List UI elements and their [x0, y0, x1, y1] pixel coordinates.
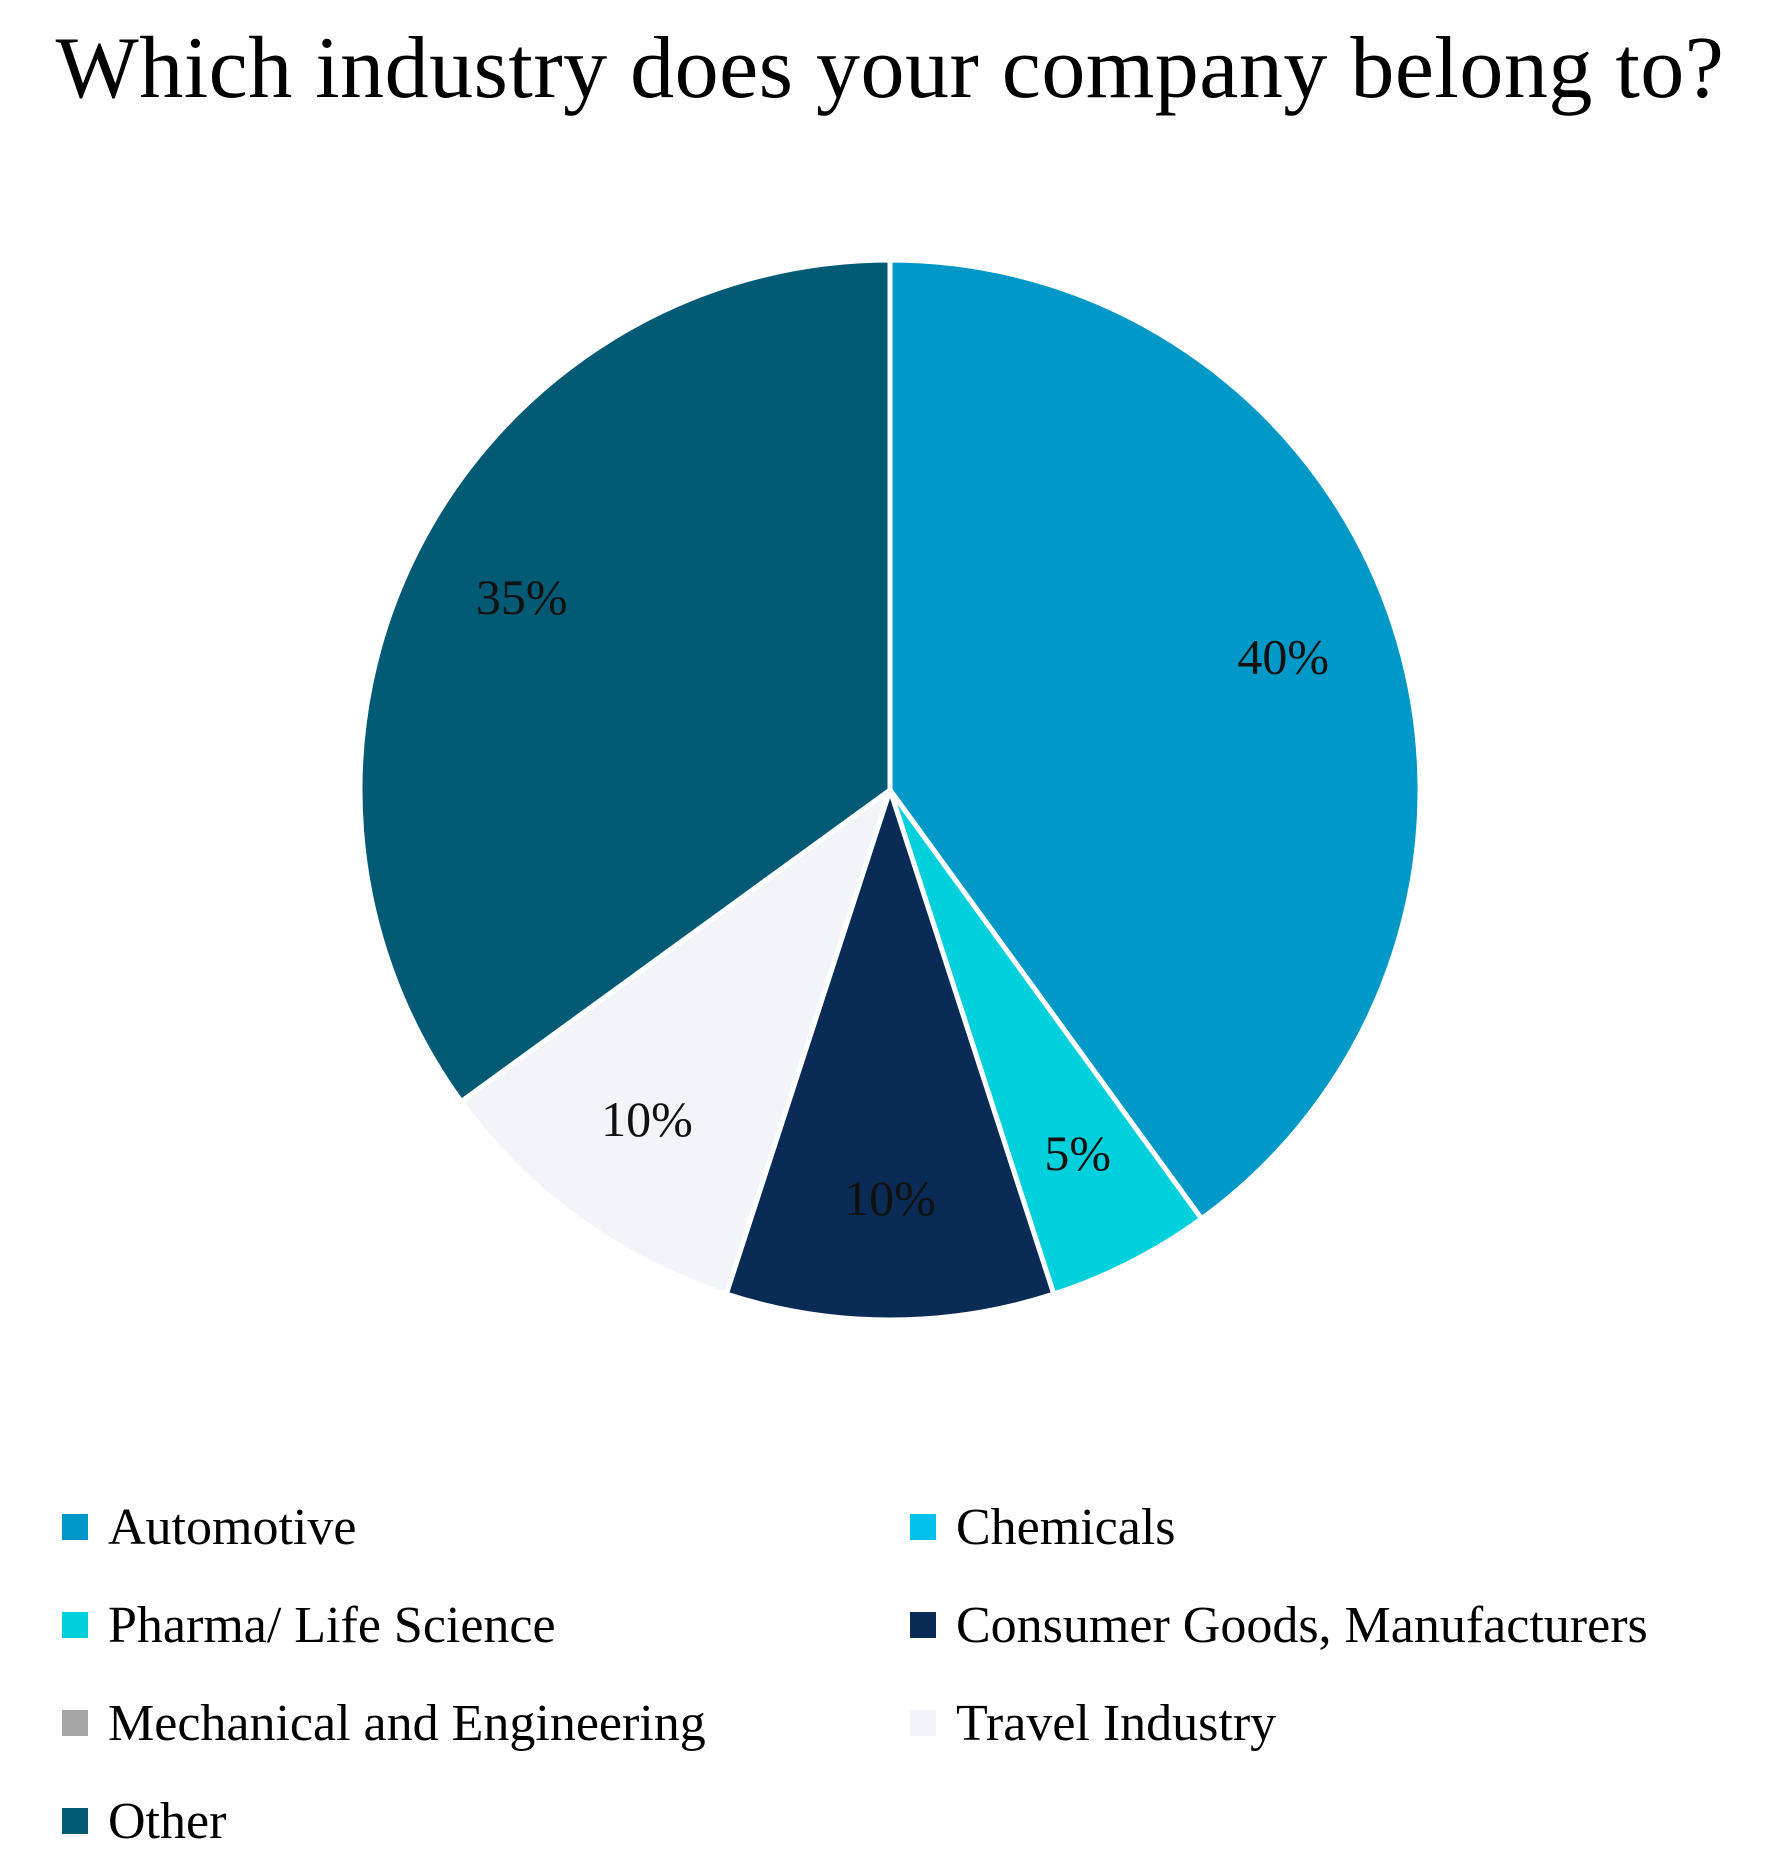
slice-label-automotive: 40% — [1237, 629, 1329, 685]
slice-label-pharma-life-science: 5% — [1044, 1125, 1111, 1181]
slice-label-consumer-goods-manufacturers: 10% — [844, 1170, 936, 1226]
legend-item-mechanical[interactable]: Mechanical and Engineering — [62, 1674, 910, 1772]
legend-swatch-automotive — [62, 1514, 88, 1540]
pie-slice-other[interactable] — [357, 257, 893, 1105]
pie-slice-consumer-goods-manufacturers[interactable] — [723, 787, 1057, 1323]
legend-swatch-mechanical — [62, 1710, 88, 1736]
legend-item-travel[interactable]: Travel Industry — [910, 1674, 1760, 1772]
legend-item-automotive[interactable]: Automotive — [62, 1478, 910, 1576]
legend-label-consumer-goods: Consumer Goods, Manufacturers — [956, 1596, 1648, 1654]
legend-item-pharma[interactable]: Pharma/ Life Science — [62, 1576, 910, 1674]
legend-swatch-chemicals — [910, 1514, 936, 1540]
legend-swatch-other — [62, 1808, 88, 1834]
legend-swatch-travel — [910, 1710, 936, 1736]
legend-item-consumer-goods[interactable]: Consumer Goods, Manufacturers — [910, 1576, 1760, 1674]
legend-label-chemicals: Chemicals — [956, 1498, 1176, 1556]
legend-item-chemicals[interactable]: Chemicals — [910, 1478, 1760, 1576]
legend-label-pharma: Pharma/ Life Science — [108, 1596, 556, 1654]
legend-swatch-consumer-goods — [910, 1612, 936, 1638]
pie-slice-automotive[interactable] — [887, 257, 1423, 1222]
slice-label-travel-industry: 10% — [601, 1091, 693, 1147]
legend-swatch-pharma — [62, 1612, 88, 1638]
legend-item-other[interactable]: Other — [62, 1772, 910, 1870]
legend: Automotive Chemicals Pharma/ Life Scienc… — [62, 1478, 1762, 1870]
legend-label-automotive: Automotive — [108, 1498, 357, 1556]
legend-label-travel: Travel Industry — [956, 1694, 1277, 1752]
pie-slice-travel-industry[interactable] — [458, 787, 893, 1297]
chart-title: Which industry does your company belong … — [55, 20, 1725, 117]
pie-slice-pharma-life-science[interactable] — [887, 787, 1205, 1297]
legend-label-mechanical: Mechanical and Engineering — [108, 1694, 706, 1752]
legend-label-other: Other — [108, 1792, 227, 1850]
slice-label-other: 35% — [476, 569, 568, 625]
